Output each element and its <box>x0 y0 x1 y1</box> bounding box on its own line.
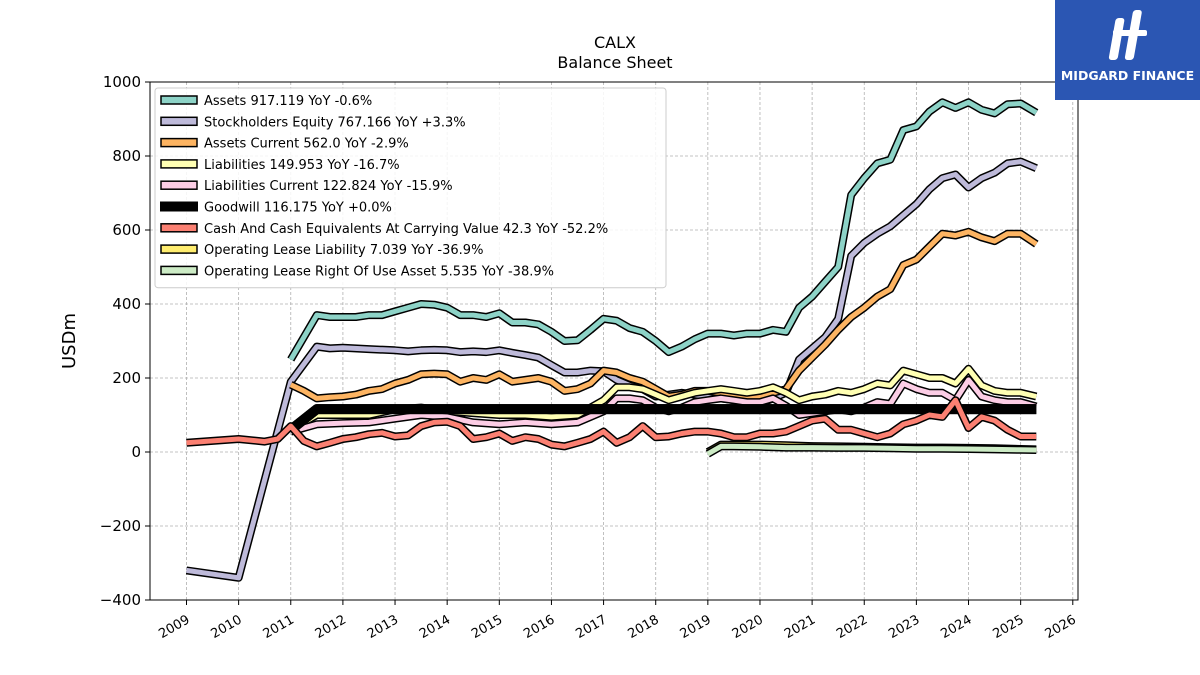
x-tick-label: 2026 <box>1043 612 1079 642</box>
x-tick-label: 2019 <box>678 612 714 642</box>
midgard-logo-icon <box>1108 10 1147 60</box>
series-line <box>186 397 1037 449</box>
x-tick-label: 2009 <box>156 612 192 642</box>
x-tick-label: 2012 <box>313 612 349 642</box>
legend-swatch <box>160 137 198 148</box>
x-tick-label: 2022 <box>834 612 870 642</box>
series-line <box>289 229 1038 401</box>
x-tick-label: 2015 <box>469 612 505 642</box>
legend-swatch <box>160 265 198 276</box>
y-tick-label: 200 <box>112 369 141 387</box>
x-tick-label: 2017 <box>573 612 609 642</box>
brand-name: MIDGARD FINANCE <box>1060 68 1195 83</box>
y-tick-label: −400 <box>100 591 141 609</box>
legend-box <box>154 87 667 289</box>
chart-subtitle: Balance Sheet <box>557 53 672 72</box>
legend-swatch <box>160 116 198 127</box>
brand-logo: MIDGARD FINANCE <box>1055 0 1200 100</box>
legend-label: Assets 917.119 YoY -0.6% <box>204 94 372 109</box>
legend-swatch <box>160 201 198 212</box>
legend-label: Liabilities 149.953 YoY -16.7% <box>204 158 400 173</box>
x-tick-label: 2016 <box>521 612 557 642</box>
x-tick-label: 2021 <box>782 612 818 642</box>
x-tick-label: 2010 <box>208 612 244 642</box>
series-lines <box>185 98 1039 582</box>
x-tick-label: 2011 <box>261 612 297 642</box>
x-tick-label: 2014 <box>417 612 453 642</box>
chart-title: CALX <box>594 33 636 52</box>
x-tick-label: 2018 <box>626 612 662 642</box>
x-tick-label: 2023 <box>886 612 922 642</box>
legend: Assets 917.119 YoY -0.6% Stockholders Equ… <box>154 87 667 289</box>
series-line <box>287 404 1037 434</box>
legend-label: Operating Lease Right Of Use Asset 5.535… <box>204 264 554 279</box>
x-tick-label: 2024 <box>938 612 974 642</box>
y-tick-label: −200 <box>100 517 141 535</box>
legend-label: Cash And Cash Equivalents At Carrying Va… <box>204 222 608 237</box>
legend-label: Operating Lease Liability 7.039 YoY -36.… <box>204 243 483 258</box>
x-tick-label: 2025 <box>990 612 1026 642</box>
legend-label: Liabilities Current 122.824 YoY -15.9% <box>204 179 453 194</box>
y-tick-label: 1000 <box>103 73 141 91</box>
legend-swatch <box>160 223 198 233</box>
y-tick-label: 0 <box>131 443 141 461</box>
legend-label: Stockholders Equity 767.166 YoY +3.3% <box>204 115 466 130</box>
series-line <box>706 443 1037 457</box>
y-tick-label: 600 <box>112 221 141 239</box>
legend-swatch <box>160 244 198 254</box>
plot-frame <box>149 81 1079 601</box>
legend-swatch <box>160 95 198 105</box>
series-line <box>288 99 1038 361</box>
x-tick-label: 2013 <box>365 612 401 642</box>
series-line <box>290 377 1037 435</box>
legend-label: Assets Current 562.0 YoY -2.9% <box>204 137 409 152</box>
y-axis-label: USDm <box>59 313 80 369</box>
y-tick-label: 800 <box>112 147 141 165</box>
x-tick-label: 2020 <box>730 612 766 642</box>
legend-label: Goodwill 116.175 YoY +0.0% <box>204 201 392 216</box>
legend-swatch <box>160 159 198 169</box>
legend-swatch <box>160 180 198 190</box>
y-tick-label: 400 <box>112 295 141 313</box>
